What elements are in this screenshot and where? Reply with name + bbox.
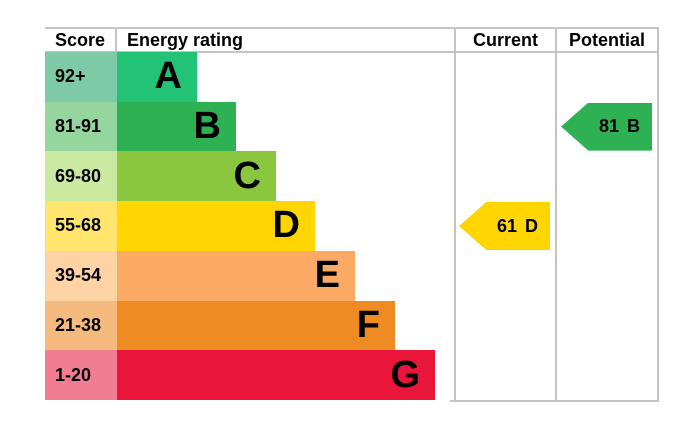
score-range-label: 21-38 xyxy=(45,300,117,351)
score-range-label: 39-54 xyxy=(45,250,117,301)
current-rating-letter: D xyxy=(525,215,539,236)
rating-band-bar: G xyxy=(117,350,435,400)
current-rating-arrow: 61 D xyxy=(459,202,550,250)
score-range-label: 1-20 xyxy=(45,350,117,400)
current-column-divider xyxy=(454,27,456,402)
score-header-divider xyxy=(115,27,117,53)
score-range-label: 81-91 xyxy=(45,101,117,152)
header-underline xyxy=(45,51,658,53)
table-border-right xyxy=(657,27,659,402)
potential-column-header: Potential xyxy=(568,29,645,50)
rating-band-bar: D xyxy=(117,201,315,251)
table-border-top xyxy=(45,27,658,29)
potential-rating-letter: B xyxy=(627,116,641,137)
rating-band-bar: B xyxy=(117,101,236,152)
score-range-label: 55-68 xyxy=(45,201,117,251)
rating-band-bar: C xyxy=(117,151,276,202)
potential-rating-value: 81 xyxy=(598,116,620,137)
potential-column-divider xyxy=(555,27,557,402)
energy-rating-column-header: Energy rating xyxy=(127,29,244,50)
score-range-label: 92+ xyxy=(45,52,117,102)
score-column-header: Score xyxy=(55,29,106,50)
current-rating-value: 61 xyxy=(496,215,518,236)
current-column-header: Current xyxy=(472,29,538,50)
table-border-bottom xyxy=(450,400,659,402)
rating-band-bar: F xyxy=(117,300,395,351)
rating-band-bar: E xyxy=(117,250,355,301)
score-range-label: 69-80 xyxy=(45,151,117,202)
potential-rating-arrow: 81 B xyxy=(561,102,652,151)
rating-band-bar: A xyxy=(117,52,197,102)
